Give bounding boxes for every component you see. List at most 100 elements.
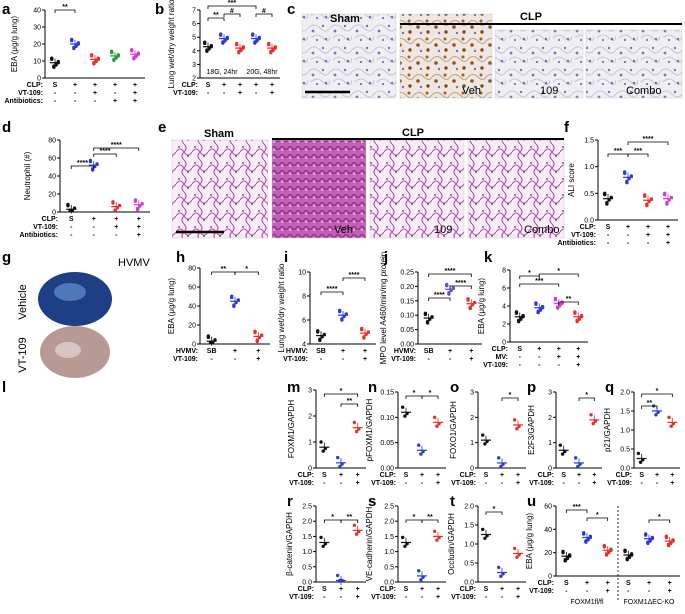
y-tick-label: 0.00 <box>380 466 394 473</box>
condition-value: + <box>516 586 520 593</box>
condition-label: CLP: <box>616 472 632 479</box>
data-point <box>497 456 501 460</box>
condition-value: + <box>238 82 242 89</box>
condition-label: VT-109: <box>571 232 596 239</box>
panel-letter-j: j <box>383 249 388 266</box>
y-tick-label: 0.05 <box>380 440 394 447</box>
group-label: 18G, 24hr <box>206 69 238 76</box>
condition-value: S <box>561 472 566 479</box>
y-axis-label: Neutrophil (#) <box>23 151 32 200</box>
data-point <box>316 330 320 334</box>
condition-value: SB <box>207 348 217 355</box>
condition-value: - <box>558 362 561 369</box>
condition-value: S <box>404 472 409 479</box>
he-veh <box>271 139 367 239</box>
data-point <box>319 440 323 444</box>
condition-value: - <box>115 232 118 239</box>
y-tick-label: 1.0 <box>620 428 630 435</box>
condition-label: CLP: <box>460 472 476 479</box>
y-tick-label: 1 <box>548 440 552 447</box>
condition-value: - <box>607 240 610 247</box>
y-tick-label: 0.05 <box>400 327 414 334</box>
sig-label: **** <box>434 292 445 299</box>
sig-label: *** <box>634 148 642 155</box>
condition-value: - <box>323 480 326 487</box>
sig-label: # <box>230 8 234 15</box>
sig-bracket <box>342 277 366 281</box>
sig-label: * <box>509 392 512 399</box>
condition-value: + <box>363 356 367 363</box>
sig-label: # <box>262 8 266 15</box>
y-tick-label: 1.0 <box>302 549 312 556</box>
y-tick-label: 2.0 <box>620 390 630 397</box>
condition-label: CLP: <box>580 224 596 231</box>
data-point <box>417 569 421 573</box>
condition-label: VT-109: <box>483 362 508 369</box>
chart-j: 0.00 0.05 0.10 0.15 0.20 0.25 MPO level A460/m… <box>379 252 482 364</box>
micrograph-combo <box>585 29 683 99</box>
condition-value: - <box>640 480 643 487</box>
condition-label: VT-109: <box>607 480 632 487</box>
condition-label: CLP: <box>298 586 314 593</box>
data-point <box>513 546 517 551</box>
data-point <box>644 533 648 537</box>
y-tick-label: 80 <box>48 138 56 145</box>
y-tick-label: 2 <box>308 414 312 421</box>
y-axis-label: pFOXM1/GAPDH <box>365 398 374 461</box>
condition-value: - <box>538 362 541 369</box>
condition-value: + <box>469 348 473 355</box>
sig-bracket <box>538 273 579 277</box>
condition-value: - <box>114 90 117 97</box>
he-combo <box>467 139 565 239</box>
y-axis-label: FOXO1/GAPDH <box>449 401 458 459</box>
condition-value: - <box>647 240 650 247</box>
y-tick-label: 1.5 <box>302 534 312 541</box>
data-point <box>514 311 519 315</box>
sig-bracket <box>519 283 560 287</box>
sig-label: * <box>585 392 588 399</box>
condition-value: + <box>576 346 580 353</box>
condition-value: - <box>255 90 258 97</box>
condition-value: + <box>592 472 596 479</box>
data-point <box>561 550 565 555</box>
data-point <box>433 415 437 420</box>
data-point <box>66 204 70 208</box>
data-point <box>401 405 405 409</box>
y-tick-label: 0.5 <box>464 561 474 568</box>
condition-value: - <box>74 90 77 97</box>
data-point <box>445 283 449 288</box>
y-tick-label: 3 <box>548 390 552 397</box>
he-label-veh: Veh <box>334 224 353 236</box>
data-point <box>589 413 593 417</box>
condition-label: VT-109: <box>173 356 198 363</box>
y-tick-label: 10 <box>298 270 306 277</box>
data-point <box>336 455 340 460</box>
condition-value: + <box>133 98 137 105</box>
condition-value: + <box>256 356 260 363</box>
y-axis-label: Occludin/GAPDH <box>447 513 456 575</box>
data-point <box>50 57 54 61</box>
y-tick-label: 60 <box>48 156 56 163</box>
sig-bracket <box>586 517 609 521</box>
sig-label: * <box>413 514 416 521</box>
condition-value: - <box>223 90 226 97</box>
y-tick-label: 3 <box>470 390 474 397</box>
sig-label: ** <box>347 514 353 521</box>
condition-value: + <box>270 90 274 97</box>
data-point <box>623 549 627 554</box>
sig-bracket <box>320 291 344 295</box>
data-point <box>235 42 239 47</box>
y-axis-label: Lung wet/dry weight ratio <box>167 0 176 88</box>
y-axis-label: E2F3/GAPDH <box>527 405 536 455</box>
condition-value: - <box>485 594 488 601</box>
condition-value: + <box>356 472 360 479</box>
condition-label: VT-109: <box>529 480 554 487</box>
sig-label: ** <box>647 400 653 407</box>
condition-value: + <box>670 480 674 487</box>
panel-letter-r: r <box>287 493 293 510</box>
data-point <box>481 527 485 532</box>
condition-value: S <box>564 580 569 587</box>
condition-value: - <box>74 98 77 105</box>
